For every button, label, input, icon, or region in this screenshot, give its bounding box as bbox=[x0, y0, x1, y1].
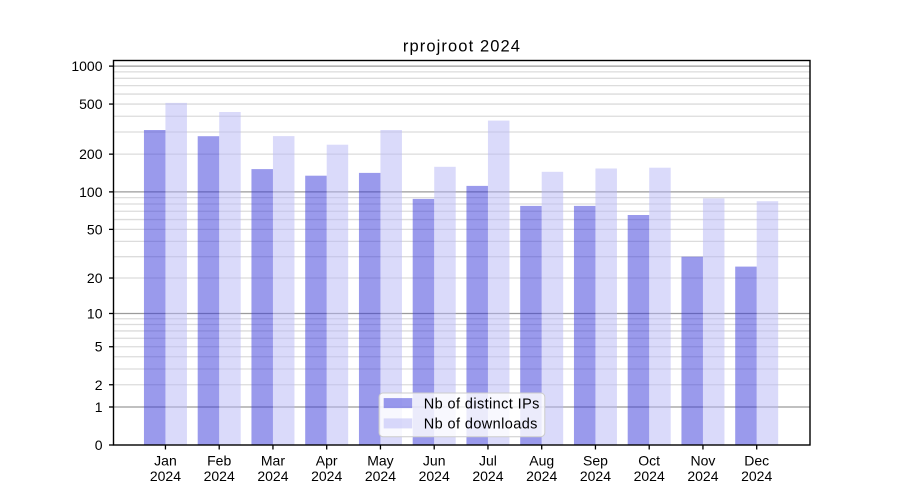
svg-text:2024: 2024 bbox=[365, 468, 396, 484]
svg-text:rprojroot 2024: rprojroot 2024 bbox=[403, 38, 521, 56]
svg-text:Nb of distinct IPs: Nb of distinct IPs bbox=[424, 397, 540, 413]
svg-text:2024: 2024 bbox=[204, 468, 235, 484]
svg-text:Apr: Apr bbox=[316, 453, 338, 469]
svg-text:2024: 2024 bbox=[634, 468, 665, 484]
svg-text:Dec: Dec bbox=[744, 453, 769, 469]
svg-text:2024: 2024 bbox=[419, 468, 450, 484]
svg-text:Feb: Feb bbox=[207, 453, 231, 469]
svg-text:1: 1 bbox=[95, 399, 103, 415]
svg-text:Nb of downloads: Nb of downloads bbox=[424, 417, 538, 433]
svg-text:Jan: Jan bbox=[154, 453, 177, 469]
svg-text:Aug: Aug bbox=[529, 453, 554, 469]
svg-text:1000: 1000 bbox=[71, 58, 102, 74]
svg-text:2024: 2024 bbox=[580, 468, 611, 484]
svg-text:Sep: Sep bbox=[583, 453, 608, 469]
svg-text:500: 500 bbox=[79, 96, 103, 112]
svg-text:200: 200 bbox=[79, 146, 103, 162]
svg-text:Jul: Jul bbox=[479, 453, 497, 469]
svg-text:20: 20 bbox=[87, 270, 103, 286]
svg-text:100: 100 bbox=[79, 184, 103, 200]
svg-text:2024: 2024 bbox=[472, 468, 503, 484]
svg-text:2024: 2024 bbox=[526, 468, 557, 484]
svg-text:10: 10 bbox=[87, 305, 103, 321]
svg-text:May: May bbox=[367, 453, 393, 469]
svg-text:Oct: Oct bbox=[638, 453, 660, 469]
svg-text:50: 50 bbox=[87, 221, 103, 237]
svg-text:Nov: Nov bbox=[690, 453, 715, 469]
svg-text:2024: 2024 bbox=[150, 468, 181, 484]
svg-text:2024: 2024 bbox=[687, 468, 718, 484]
svg-text:5: 5 bbox=[95, 339, 103, 355]
svg-text:Jun: Jun bbox=[423, 453, 446, 469]
svg-text:2: 2 bbox=[95, 377, 103, 393]
svg-text:Mar: Mar bbox=[261, 453, 285, 469]
svg-text:0: 0 bbox=[95, 437, 103, 453]
svg-text:2024: 2024 bbox=[257, 468, 288, 484]
svg-text:2024: 2024 bbox=[741, 468, 772, 484]
svg-text:2024: 2024 bbox=[311, 468, 342, 484]
